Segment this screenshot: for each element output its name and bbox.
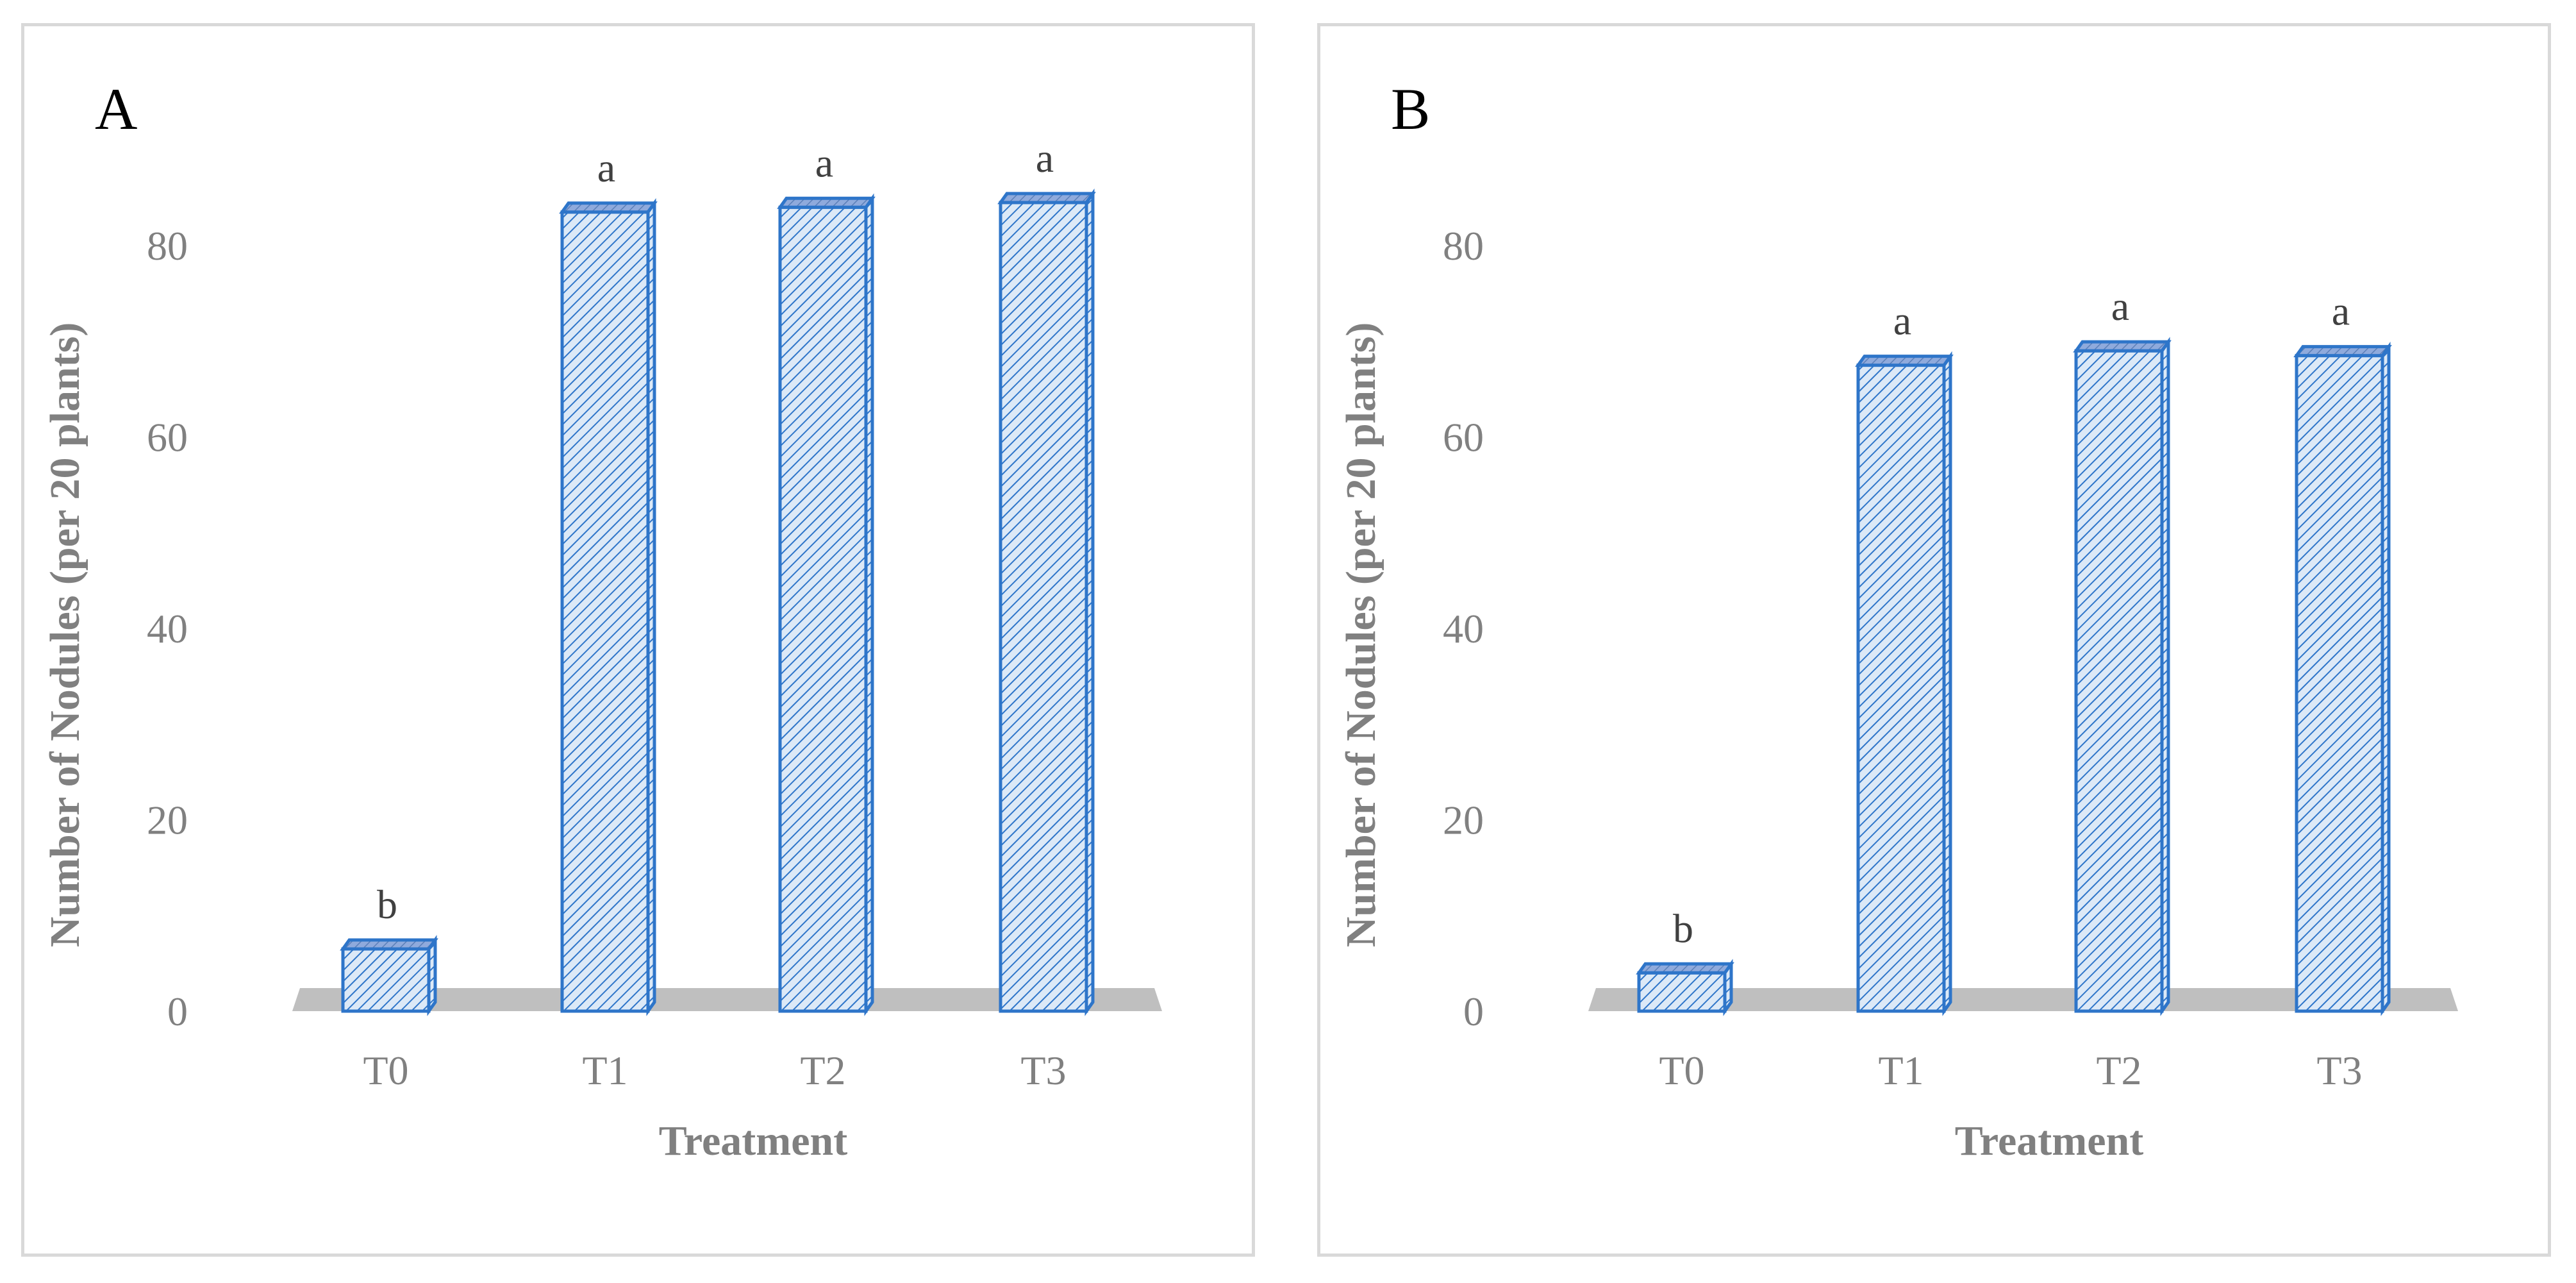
- bar-front: [560, 210, 650, 1013]
- bar-T2: [777, 193, 876, 1016]
- significance-label: a: [2332, 289, 2350, 334]
- x-axis-label: Treatment: [659, 1118, 847, 1164]
- panel-letter: B: [1391, 76, 1430, 142]
- bar-top: [997, 192, 1096, 205]
- y-tick-label: 40: [147, 606, 188, 651]
- significance-label: b: [377, 882, 397, 927]
- bar-top: [340, 938, 438, 951]
- bar-T3: [2293, 341, 2392, 1016]
- x-category-label: T1: [1878, 1048, 1924, 1093]
- y-tick-label: 0: [1463, 989, 1484, 1034]
- y-tick-label: 0: [167, 989, 188, 1034]
- bar-top: [2293, 345, 2392, 358]
- x-category-label: T0: [1659, 1048, 1704, 1093]
- y-tick-label: 40: [1443, 606, 1484, 651]
- significance-label: a: [597, 145, 615, 190]
- significance-label: a: [1893, 298, 1911, 344]
- x-axis-label: Treatment: [1955, 1118, 2143, 1164]
- y-tick-label: 60: [1443, 415, 1484, 460]
- bar-top: [1855, 355, 1954, 367]
- bar-front: [1637, 971, 1727, 1013]
- chart-panel-b: B 0 20 40 60 80 Number of Nodules (per 20 plan…: [1317, 23, 2551, 1257]
- bar-front: [999, 201, 1088, 1013]
- bar-front: [341, 947, 431, 1013]
- x-category-label: T1: [582, 1048, 627, 1093]
- y-tick-label: 80: [147, 223, 188, 269]
- bar-top: [777, 196, 876, 209]
- significance-label: b: [1673, 905, 1693, 951]
- bar-T1: [1855, 351, 1954, 1016]
- bar-T0: [1636, 959, 1734, 1016]
- y-tick-label: 20: [1443, 798, 1484, 843]
- x-category-label: T3: [2316, 1048, 2362, 1093]
- y-tick-label: 20: [147, 798, 188, 843]
- significance-label: a: [815, 140, 833, 185]
- panel-letter: A: [95, 76, 137, 142]
- x-category-label: T2: [800, 1048, 845, 1093]
- significance-label: a: [2111, 283, 2129, 329]
- bar-front: [1856, 364, 1946, 1013]
- bar-T2: [2073, 337, 2172, 1016]
- y-tick-label: 80: [1443, 223, 1484, 269]
- floor-plane: [1588, 988, 2458, 1011]
- x-category-label: T3: [1020, 1048, 1066, 1093]
- y-axis-label: Number of Nodules (per 20 plants): [42, 323, 88, 948]
- x-category-label: T2: [2096, 1048, 2141, 1093]
- significance-label: a: [1036, 135, 1054, 181]
- bar-front: [2074, 349, 2164, 1013]
- y-tick-label: 60: [147, 415, 188, 460]
- y-axis-label: Number of Nodules (per 20 plants): [1338, 323, 1384, 948]
- bar-top: [1636, 962, 1734, 975]
- bar-top: [559, 201, 658, 214]
- bar-T1: [559, 197, 658, 1016]
- floor-plane: [292, 988, 1162, 1011]
- bar-T3: [997, 189, 1096, 1016]
- bar-top: [2073, 340, 2172, 353]
- bar-front: [2295, 354, 2384, 1013]
- chart-panel-a: A 0 20 40 60 80 Number of Nodules (per 20 plan…: [21, 23, 1255, 1257]
- chart-b-svg: B 0 20 40 60 80 Number of Nodules (per 20 plan…: [1338, 76, 2458, 1164]
- bar-front: [778, 205, 868, 1013]
- bar-T0: [340, 935, 438, 1016]
- chart-a-svg: A 0 20 40 60 80 Number of Nodules (per 20 plan…: [42, 76, 1162, 1164]
- x-category-label: T0: [363, 1048, 408, 1093]
